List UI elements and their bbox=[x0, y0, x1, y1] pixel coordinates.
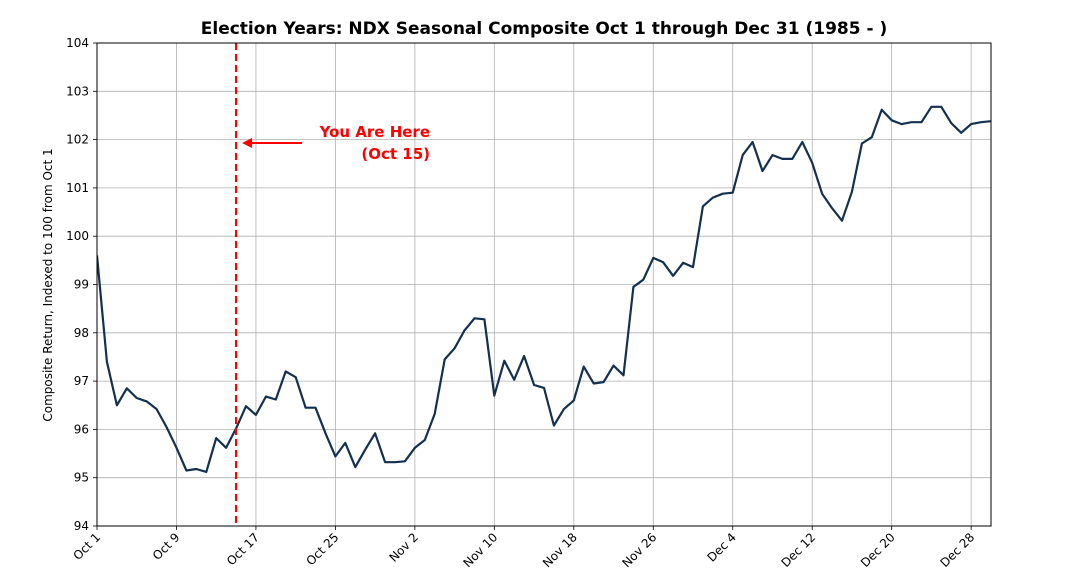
y-tick-label: 95 bbox=[74, 471, 89, 485]
y-axis-label: Composite Return, Indexed to 100 from Oc… bbox=[41, 148, 55, 421]
x-tick-label: Oct 25 bbox=[303, 530, 341, 568]
marker-arrow-head bbox=[242, 137, 253, 148]
x-tick-label: Dec 28 bbox=[937, 530, 977, 570]
y-tick-label: 102 bbox=[66, 133, 89, 147]
y-tick-label: 96 bbox=[74, 422, 89, 436]
x-tick-label: Dec 4 bbox=[704, 530, 738, 564]
plot-frame bbox=[96, 42, 992, 527]
x-tick-label: Nov 2 bbox=[386, 530, 421, 565]
x-tick-label: Oct 9 bbox=[150, 530, 183, 563]
x-tick-label: Nov 26 bbox=[619, 530, 659, 570]
marker-label-line1: You Are Here bbox=[319, 123, 430, 141]
x-tick-label: Dec 12 bbox=[779, 530, 819, 570]
marker-label-line2: (Oct 15) bbox=[361, 145, 430, 163]
x-tick-label: Nov 18 bbox=[540, 530, 580, 570]
y-tick-label: 100 bbox=[66, 229, 89, 243]
y-tick-label: 101 bbox=[66, 181, 89, 195]
y-tick-label: 97 bbox=[74, 374, 89, 388]
y-tick-label: 99 bbox=[74, 278, 89, 292]
x-tick-label: Oct 17 bbox=[224, 530, 262, 568]
series-layer bbox=[97, 105, 991, 473]
y-tick-label: 94 bbox=[74, 519, 89, 533]
y-tick-label: 104 bbox=[66, 36, 89, 50]
series-line bbox=[97, 105, 991, 473]
axis-ticks: 94 95 96 97 98 99 100 101 102 103 104 Oct 1 Oct 9 Oct… bbox=[66, 36, 977, 570]
x-tick-label: Oct 1 bbox=[70, 530, 103, 563]
marker-layer bbox=[234, 43, 303, 526]
x-tick-label: Dec 20 bbox=[858, 530, 898, 570]
x-tick-label: Nov 10 bbox=[460, 530, 500, 570]
chart-title: Election Years: NDX Seasonal Composite O… bbox=[201, 19, 888, 39]
y-tick-label: 103 bbox=[66, 84, 89, 98]
y-tick-label: 98 bbox=[74, 326, 89, 340]
grid bbox=[96, 42, 991, 527]
